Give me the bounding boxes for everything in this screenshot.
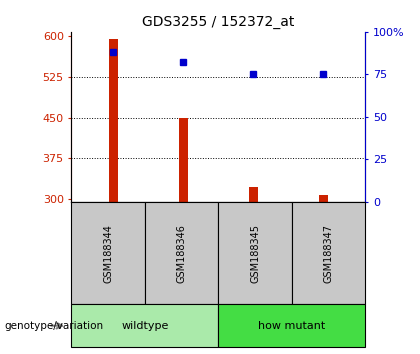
Text: GSM188347: GSM188347: [324, 224, 333, 282]
Text: GSM188345: GSM188345: [250, 224, 260, 282]
Text: GSM188344: GSM188344: [103, 224, 113, 282]
Text: GSM188346: GSM188346: [177, 224, 186, 282]
Title: GDS3255 / 152372_at: GDS3255 / 152372_at: [142, 16, 294, 29]
Text: how mutant: how mutant: [258, 321, 326, 331]
Text: genotype/variation: genotype/variation: [4, 321, 103, 331]
Bar: [319, 195, 328, 202]
Bar: [179, 118, 188, 202]
Bar: [249, 187, 257, 202]
Bar: [109, 39, 118, 202]
Text: wildtype: wildtype: [121, 321, 168, 331]
